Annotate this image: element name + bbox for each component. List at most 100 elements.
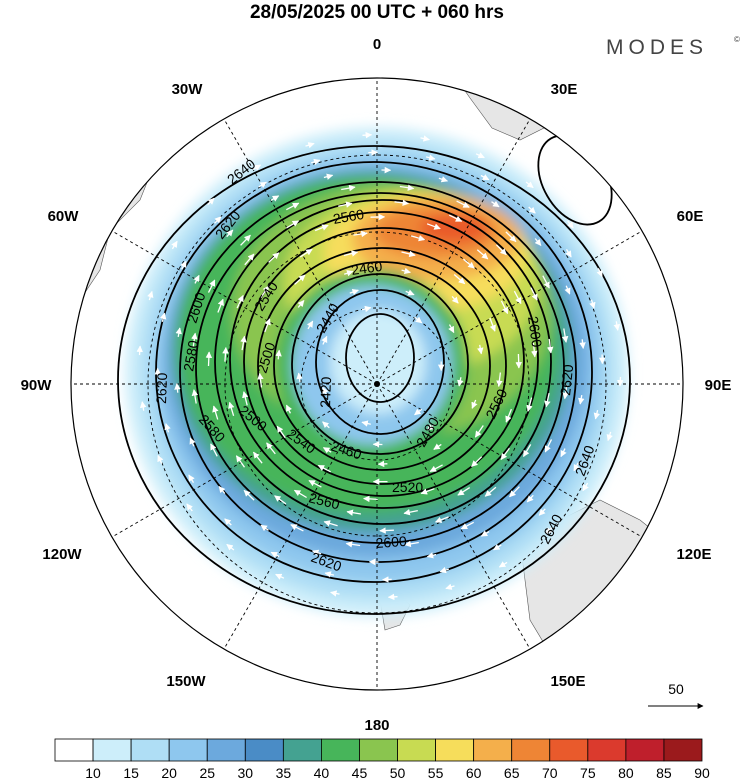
wind-arrow: [189, 437, 196, 447]
wind-arrow: [579, 339, 586, 349]
wind-arrow: [174, 383, 181, 393]
lon-label-180: 180: [364, 717, 389, 734]
wind-arrow: [188, 474, 195, 483]
colorbar-swatch: [663, 738, 703, 762]
wind-arrow: [311, 158, 321, 166]
contour-2580: [195, 192, 565, 544]
wind-arrow: [193, 274, 200, 284]
wind-arrow: [361, 420, 371, 427]
reference-vector: 50: [648, 681, 704, 709]
wind-arrow: [275, 349, 282, 360]
lon-label-60w: 60W: [48, 208, 80, 225]
wind-arrow: [477, 344, 484, 355]
wind-arrow: [564, 285, 571, 295]
colorbar-swatch: [397, 738, 436, 762]
wind-arrow: [353, 230, 368, 238]
wind-arrow: [438, 176, 449, 183]
wind-arrow: [321, 335, 328, 345]
colorbar-swatch: [206, 738, 246, 762]
wind-arrow: [448, 214, 463, 222]
wind-arrow: [561, 328, 569, 343]
wind-vectors: [136, 131, 624, 601]
wind-arrow: [218, 485, 226, 494]
colorbar-tick-label: 65: [504, 765, 520, 781]
wind-arrow: [457, 377, 464, 387]
contour-label-2600-b: 2600: [525, 315, 545, 348]
wind-arrow: [252, 451, 263, 464]
wind-arrow: [562, 384, 569, 400]
wind-arrow: [589, 299, 596, 309]
colorbar-tick-label: 85: [656, 765, 672, 781]
wind-arrow: [268, 252, 280, 263]
map-boundary: [70, 77, 684, 691]
wind-arrow: [186, 503, 193, 512]
wind-arrow: [426, 552, 437, 559]
lon-label-30e: 30E: [551, 81, 578, 98]
wind-arrow: [526, 397, 533, 412]
wind-arrow: [297, 299, 305, 308]
wind-arrow: [286, 220, 300, 229]
contour-2540: [229, 211, 539, 509]
wind-arrow: [264, 318, 271, 333]
wind-arrow: [346, 509, 362, 516]
wind-arrow: [242, 391, 249, 406]
wind-arrow: [405, 289, 415, 296]
wind-arrow: [349, 289, 359, 296]
wind-arrow: [299, 248, 313, 258]
wind-arrow: [448, 324, 455, 334]
wind-arrow: [305, 142, 315, 149]
colorbar-swatch: [587, 738, 627, 762]
wind-arrow: [322, 447, 332, 454]
contour-label-2520: 2520: [392, 479, 423, 495]
wind-arrow: [546, 338, 554, 354]
wind-arrow: [399, 184, 415, 191]
wind-arrow: [311, 549, 322, 556]
wind-arrow: [240, 234, 251, 246]
wind-arrow: [260, 524, 269, 532]
contour-2640: [117, 145, 631, 615]
reference-vector-label: 50: [668, 681, 684, 697]
colorbar-tick-label: 60: [466, 765, 482, 781]
height-contours: [117, 134, 631, 615]
contour-2500: [257, 247, 507, 485]
wind-arrow: [433, 443, 442, 450]
wind-arrow: [526, 494, 534, 503]
wind-arrow: [236, 294, 244, 309]
wind-arrow: [525, 181, 534, 189]
colorbar-swatch: [282, 738, 322, 762]
lon-label-60e: 60E: [677, 208, 704, 225]
wind-arrow: [394, 199, 410, 207]
wind-arrow: [426, 423, 435, 431]
wind-arrow: [379, 527, 394, 534]
wind-arrow: [285, 404, 292, 414]
wind-arrow: [505, 408, 513, 423]
wind-arrow: [224, 518, 232, 526]
contour-label-2580-a: 2580: [180, 339, 201, 373]
wind-arrow: [420, 488, 435, 495]
wind-arrow: [401, 267, 411, 275]
contour-2440: [315, 289, 445, 435]
colorbar-swatch: [625, 738, 665, 762]
wind-arrow: [493, 543, 502, 551]
wind-arrow: [475, 152, 485, 159]
wind-arrow: [453, 274, 466, 285]
wind-arrow: [471, 456, 483, 467]
wind-arrow: [544, 392, 551, 408]
wind-arrow: [306, 320, 314, 330]
colorbar-tick-label: 55: [428, 765, 444, 781]
wind-arrow: [596, 268, 603, 278]
colorbar-swatch: [168, 738, 208, 762]
wind-arrow: [322, 386, 329, 396]
wind-arrow: [509, 486, 520, 498]
wind-arrow: [528, 206, 536, 214]
wind-arrow: [164, 423, 171, 433]
wind-arrow: [343, 250, 359, 257]
wind-arrow: [293, 489, 307, 499]
wind-arrow: [457, 487, 471, 496]
colorbar-tick-label: 75: [580, 765, 596, 781]
wind-arrow: [266, 442, 276, 455]
wind-arrow: [513, 290, 522, 305]
colorbar-tick-label: 80: [618, 765, 634, 781]
contour-label-2420: 2420: [317, 376, 334, 408]
wind-arrow: [534, 238, 542, 247]
